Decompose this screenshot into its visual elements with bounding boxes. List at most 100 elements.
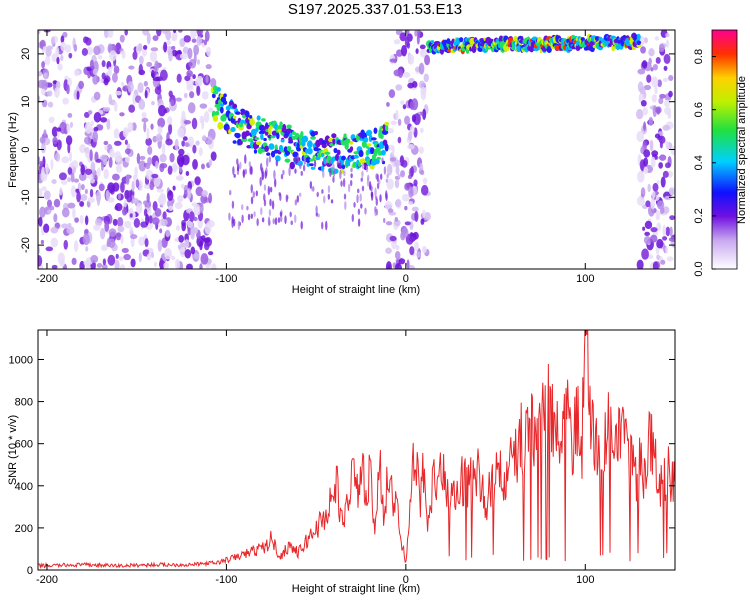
spectrogram-noise-cell — [263, 199, 267, 207]
spectrogram-noise-cell — [389, 58, 398, 63]
spectrogram-noise-cell — [393, 39, 401, 45]
spectrogram-noise-cell — [664, 195, 672, 201]
spectrogram-noise-cell — [263, 184, 267, 191]
spectrogram-noise-cell — [236, 158, 239, 165]
spectrogram-noise-cell — [69, 151, 73, 162]
spectrogram-signal-cell — [309, 158, 314, 162]
spectrogram-noise-cell — [93, 45, 101, 56]
spectrogram-noise-cell — [46, 45, 54, 51]
spectrogram-noise-cell — [643, 149, 651, 158]
spectrogram-noise-cell — [194, 227, 199, 235]
spectrogram-signal-cell — [253, 149, 258, 154]
spectrogram-noise-cell — [300, 170, 303, 177]
spectrogram-noise-cell — [93, 224, 101, 231]
spectrogram-noise-cell — [233, 173, 236, 178]
spectrogram-noise-cell — [159, 257, 164, 269]
spectrogram-noise-cell — [649, 234, 658, 243]
spectrogram-noise-cell — [376, 173, 379, 183]
spectrogram-signal-cell — [270, 150, 276, 158]
spectrogram-noise-cell — [138, 63, 144, 75]
colorbar-tick-label: 0.2 — [693, 208, 705, 223]
spectrogram-noise-cell — [122, 86, 127, 92]
spectrogram-signal-cell — [220, 106, 224, 114]
spectrogram-signal-cell — [333, 147, 338, 152]
spectrogram-noise-cell — [50, 36, 55, 46]
spectrogram-noise-cell — [655, 106, 662, 114]
spectrogram-signal-cell — [359, 158, 366, 164]
spectrogram-noise-cell — [139, 155, 146, 160]
spectrogram-noise-cell — [61, 207, 70, 218]
spectrogram-noise-cell — [250, 196, 254, 205]
spectrogram-noise-cell — [381, 157, 384, 163]
spectrogram-signal-cell — [286, 145, 292, 152]
spectrogram-noise-cell — [317, 213, 320, 218]
spectrogram-noise-cell — [38, 255, 43, 267]
spectrogram-noise-cell — [156, 30, 162, 37]
spectrogram-noise-cell — [181, 140, 186, 147]
spectrogram-noise-cell — [298, 192, 302, 197]
spectrogram-noise-cell — [136, 153, 141, 165]
spectrogram-noise-cell — [655, 210, 661, 221]
spectrogram-signal-cell — [306, 162, 310, 168]
snr-x-tick-label: -200 — [36, 574, 58, 586]
spectrogram-noise-cell — [152, 77, 161, 82]
spectrogram-noise-cell — [206, 46, 212, 57]
spectrogram-noise-cell — [100, 78, 104, 84]
spectrogram-noise-cell — [650, 156, 656, 168]
spectrogram-noise-cell — [361, 162, 365, 170]
spectrogram-noise-cell — [98, 183, 105, 192]
spectrogram-noise-cell — [116, 233, 122, 238]
spectrogram-noise-cell — [59, 172, 67, 181]
colorbar-ticks: 0.0 0.2 0.4 0.6 0.8 — [693, 49, 716, 277]
spectrogram-noise-cell — [385, 178, 388, 183]
spectrogram-noise-cell — [244, 168, 248, 175]
spectrogram-signal-cell — [246, 123, 252, 130]
spectrogram-noise-cell — [114, 259, 120, 269]
spectrogram-noise-cell — [70, 121, 74, 128]
spectrogram-noise-cell — [422, 108, 427, 121]
spectrogram-noise-cell — [664, 99, 671, 108]
spectrogram-noise-cell — [643, 37, 648, 44]
spectrogram-noise-cell — [178, 148, 185, 156]
spectrogram-noise-cell — [416, 251, 421, 258]
spectrogram-noise-cell — [190, 225, 196, 237]
spectrogram-noise-cell — [182, 136, 188, 141]
spectrogram-noise-cell — [154, 86, 162, 95]
spectrogram-noise-cell — [167, 116, 173, 125]
spectrogram-noise-cell — [120, 81, 125, 87]
spectrogram-noise-cell — [648, 48, 655, 57]
spectrogram-noise-cell — [325, 220, 328, 231]
spectrogram-noise-cell — [407, 82, 414, 89]
spectrogram-noise-cell — [155, 160, 159, 170]
spectrogram-noise-cell — [64, 44, 72, 53]
spectrogram-noise-cell — [38, 245, 41, 255]
spectrogram-noise-cell — [190, 246, 196, 255]
spectrogram-noise-cell — [40, 88, 46, 96]
spectrogram-noise-cell — [162, 211, 167, 220]
spectrogram-noise-cell — [370, 191, 374, 201]
spectrogram-noise-cell — [170, 99, 175, 107]
spectrogram-signal-cell — [321, 143, 327, 149]
spectrogram-noise-cell — [207, 251, 214, 256]
spectrogram-signal-cell — [222, 100, 228, 105]
spectrogram-noise-cell — [70, 172, 75, 183]
spectrogram-noise-cell — [665, 246, 669, 254]
spectrogram-noise-cell — [38, 30, 41, 35]
spectrogram-noise-cell — [656, 238, 664, 249]
spectrogram-noise-cell — [115, 90, 122, 96]
spectrogram-noise-cell — [123, 253, 131, 261]
spectrogram-noise-cell — [50, 226, 59, 234]
spectrogram-noise-cell — [351, 213, 355, 223]
spectrogram-noise-cell — [268, 155, 272, 163]
spectrogram-noise-cell — [146, 61, 153, 68]
spectrogram-noise-cell — [201, 190, 208, 197]
spectrogram-noise-cell — [165, 138, 173, 146]
spectrogram-noise-cell — [637, 170, 645, 183]
spectrogram-noise-cell — [662, 236, 668, 241]
spectrogram-noise-cell — [408, 186, 414, 198]
spectrogram-noise-cell — [144, 238, 149, 248]
spectrogram-noise-cell — [187, 102, 196, 114]
spectrogram-noise-cell — [41, 186, 47, 192]
spectrogram-noise-cell — [80, 163, 86, 176]
spectrogram-noise-cell — [413, 179, 418, 187]
